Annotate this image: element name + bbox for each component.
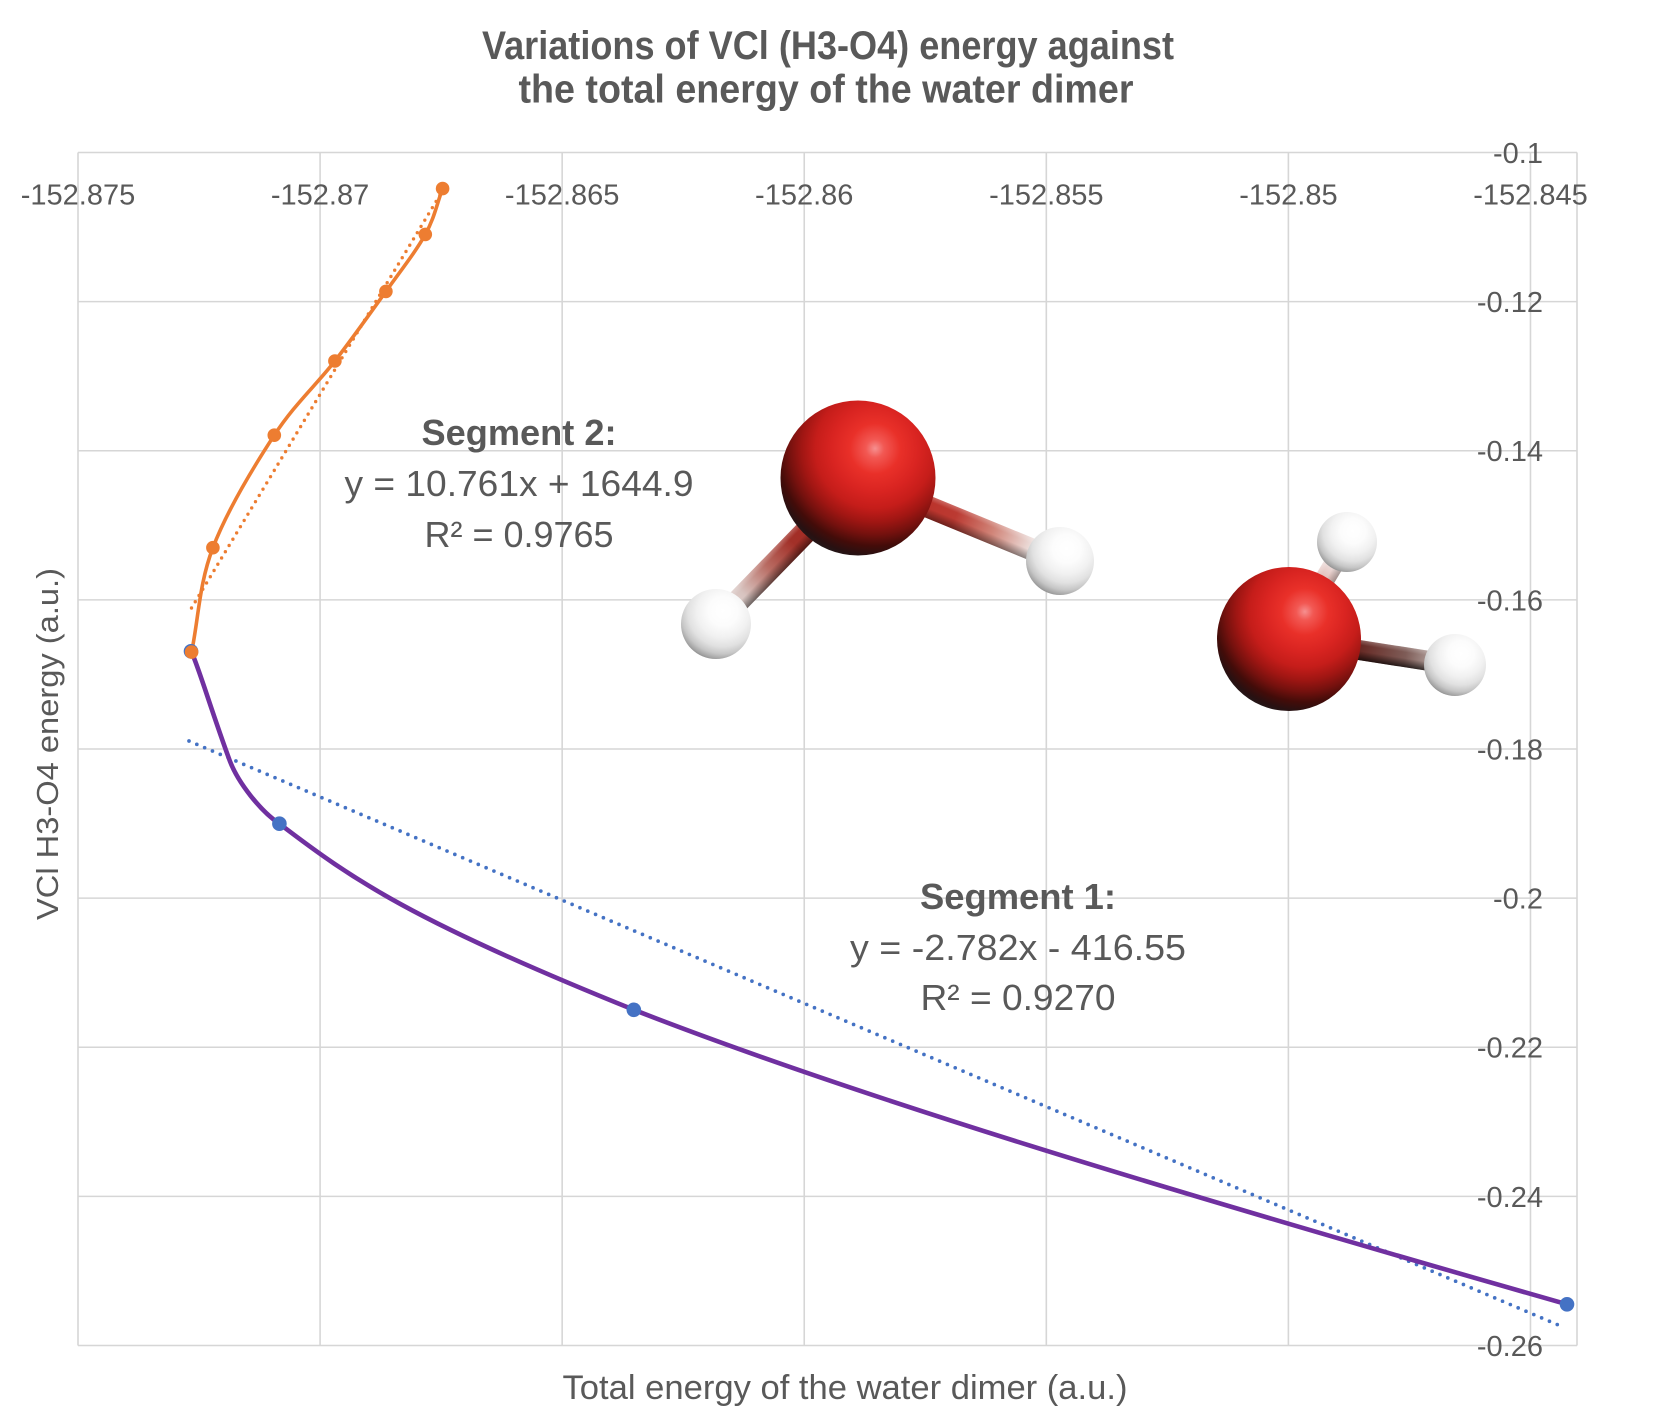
svg-text:-152.875: -152.875 — [21, 180, 136, 212]
svg-text:-0.2: -0.2 — [1493, 884, 1543, 916]
svg-text:-0.16: -0.16 — [1477, 585, 1543, 617]
svg-text:-0.18: -0.18 — [1477, 734, 1543, 766]
svg-text:y = 10.761x + 1644.9: y = 10.761x + 1644.9 — [345, 463, 694, 504]
svg-text:-0.12: -0.12 — [1477, 287, 1543, 319]
svg-text:-152.85: -152.85 — [1239, 180, 1337, 212]
svg-text:Segment 1:: Segment 1: — [920, 876, 1116, 917]
svg-text:y = -2.782x - 416.55: y = -2.782x - 416.55 — [850, 927, 1186, 968]
svg-text:-0.14: -0.14 — [1477, 436, 1543, 468]
svg-text:Variations of VCl (H3-O4) ener: Variations of VCl (H3-O4) energy against — [482, 24, 1174, 68]
svg-text:-0.22: -0.22 — [1477, 1033, 1543, 1065]
svg-text:-152.855: -152.855 — [989, 180, 1104, 212]
svg-text:-152.86: -152.86 — [755, 180, 853, 212]
svg-text:-152.87: -152.87 — [271, 180, 369, 212]
svg-text:-152.865: -152.865 — [505, 180, 620, 212]
svg-text:R² = 0.9270: R² = 0.9270 — [921, 977, 1116, 1018]
svg-text:VCl H3-O4 energy (a.u.): VCl H3-O4 energy (a.u.) — [30, 568, 65, 920]
svg-text:-0.24: -0.24 — [1477, 1182, 1543, 1214]
svg-text:Segment 2:: Segment 2: — [422, 412, 617, 453]
svg-text:the total energy of the water: the total energy of the water dimer — [519, 68, 1134, 112]
svg-text:-0.26: -0.26 — [1477, 1331, 1543, 1363]
svg-text:-152.845: -152.845 — [1473, 180, 1588, 212]
svg-text:R² = 0.9765: R² = 0.9765 — [425, 514, 614, 555]
svg-text:Total energy of the water dime: Total energy of the water dimer (a.u.) — [563, 1369, 1128, 1407]
svg-text:-0.1: -0.1 — [1493, 138, 1543, 170]
